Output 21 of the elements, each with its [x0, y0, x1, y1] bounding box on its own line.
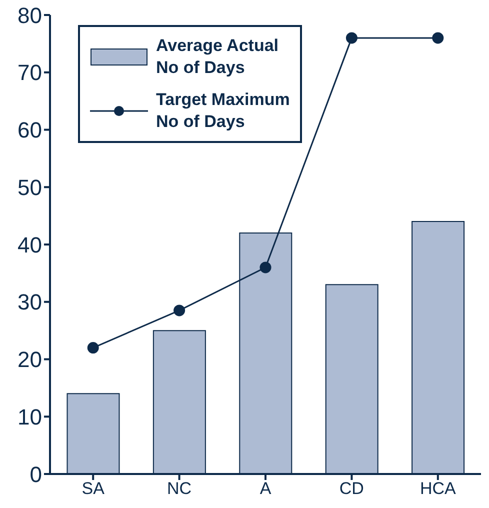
x-tick-label: HCA — [420, 479, 456, 498]
y-tick-label: 30 — [18, 290, 42, 315]
legend-label: Average Actual No of Days — [156, 35, 280, 79]
x-tick-label: A — [260, 479, 272, 498]
x-tick-label: NC — [167, 479, 192, 498]
y-tick-label: 80 — [18, 2, 42, 28]
x-tick-label: CD — [339, 479, 364, 498]
y-tick-label: 0 — [30, 462, 42, 487]
point — [346, 32, 358, 44]
x-tick-label: SA — [82, 479, 106, 498]
y-tick-label: 70 — [18, 60, 42, 86]
legend-label: Target Maximum No of Days — [156, 89, 290, 133]
y-tick-label: 50 — [18, 174, 42, 200]
y-tick-label: 20 — [18, 347, 42, 372]
y-tick-label: 10 — [18, 404, 42, 430]
y-tick-label: 60 — [18, 118, 42, 143]
point — [260, 262, 272, 274]
y-tick-label: 40 — [18, 232, 42, 258]
point — [432, 32, 444, 44]
point — [174, 304, 186, 316]
point — [87, 342, 99, 354]
